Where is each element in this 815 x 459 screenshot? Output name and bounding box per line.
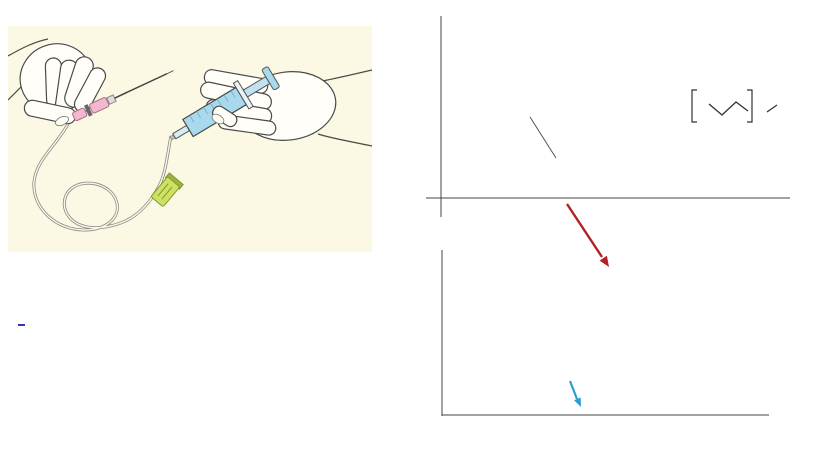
- chart2: [441, 250, 769, 416]
- right-fingernail: [211, 113, 225, 125]
- left-hand: [19, 43, 107, 127]
- chart1: [426, 16, 790, 217]
- structure-bond-oh: [766, 104, 778, 113]
- right-wrist-line2: [317, 133, 373, 147]
- link-arrow: [565, 203, 609, 267]
- needle-shaft: [114, 72, 168, 99]
- infusion-illustration: [7, 26, 373, 252]
- infusion-illustration-art: [7, 26, 373, 252]
- left-wrist-line: [7, 38, 49, 57]
- catheter-needle: [72, 70, 174, 122]
- impurity-arrow: [568, 380, 581, 407]
- left-fingernail: [55, 115, 69, 127]
- link-arrow-head: [599, 255, 609, 267]
- impurity-arrow-line: [568, 380, 579, 400]
- syringe-thumb-pad: [261, 66, 280, 91]
- link-arrow-line: [565, 203, 604, 258]
- hidden-impurity-pointer: [529, 116, 557, 159]
- catheter-ring: [83, 104, 93, 117]
- catheter-segment-1: [72, 107, 88, 122]
- structure-bracket-left: [691, 89, 697, 123]
- impurity-arrow-head: [574, 397, 581, 407]
- clamp-body: [151, 176, 180, 207]
- right-hand: [200, 69, 337, 141]
- needle-tip: [166, 70, 174, 74]
- structure-bracket-right: [747, 89, 753, 123]
- clamp-detail: [157, 183, 169, 197]
- clamp-detail2: [161, 186, 173, 200]
- tubing-clamp: [151, 172, 184, 207]
- structure-bonds: [708, 101, 749, 116]
- peg-structure: [691, 89, 778, 123]
- catheter-segment-2: [89, 97, 110, 114]
